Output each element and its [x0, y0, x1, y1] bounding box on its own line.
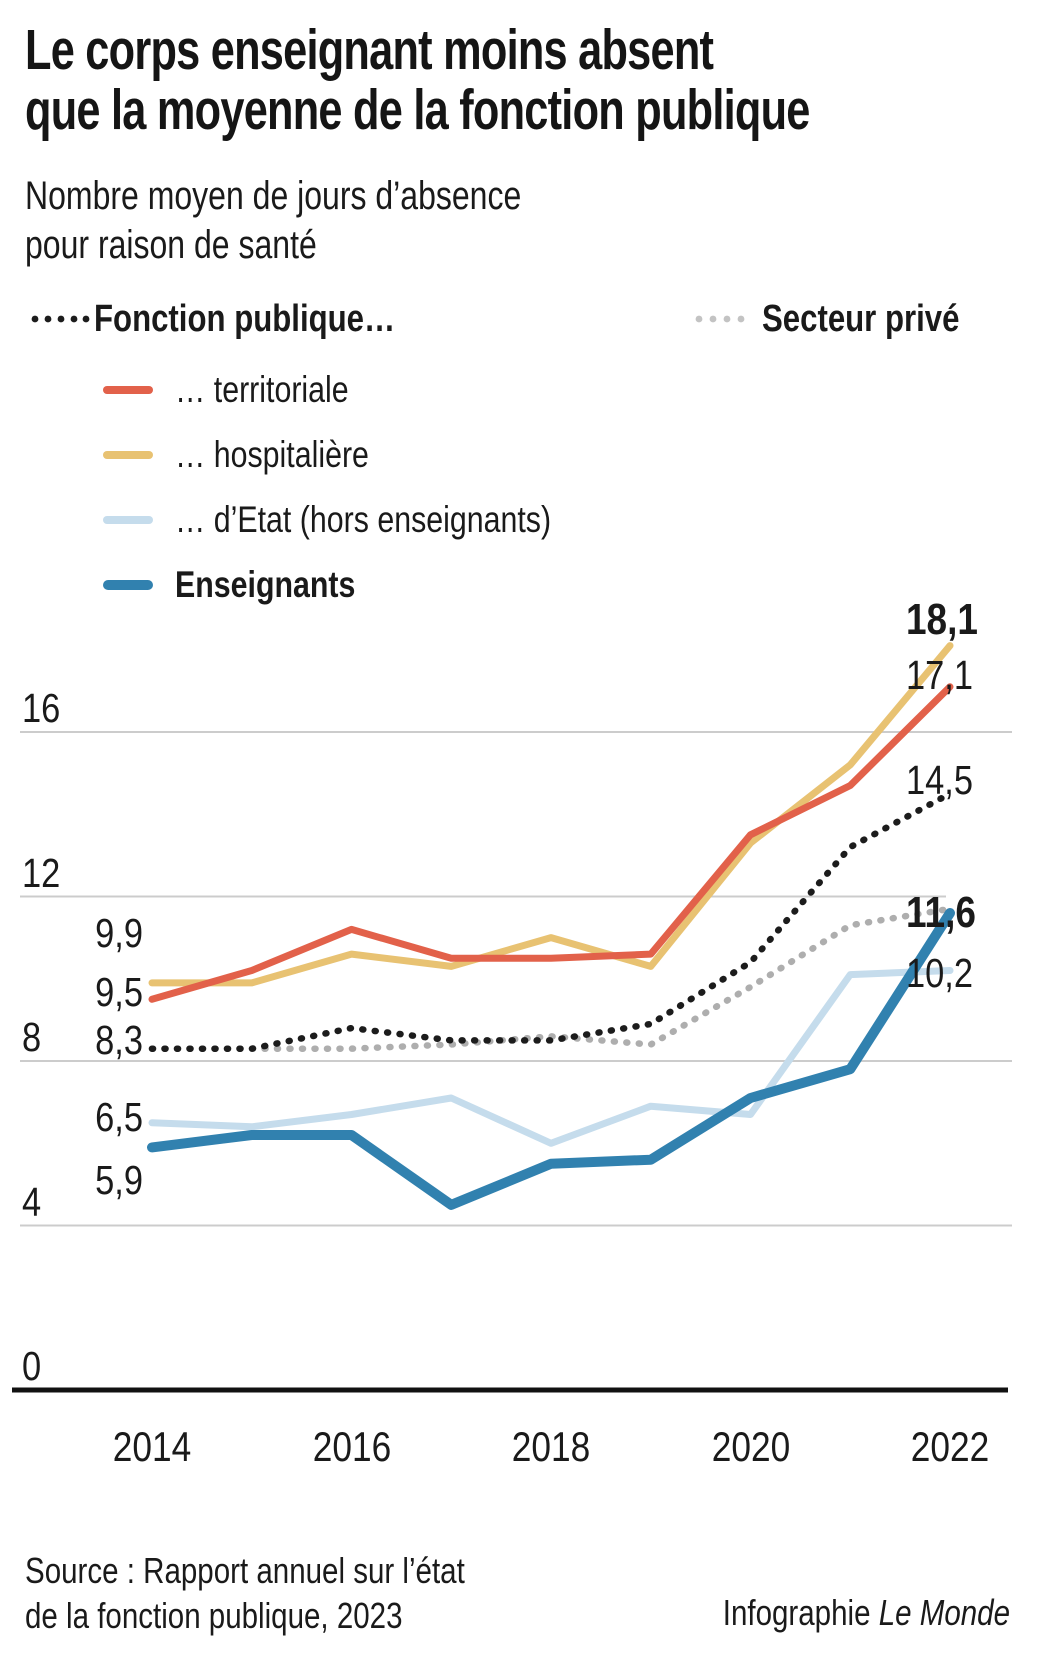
y-tick-0: 0 — [22, 1343, 42, 1389]
hospitaliere-swatch-icon — [103, 451, 153, 459]
subtitle-line-2: pour raison de santé — [25, 223, 317, 267]
x-tick-2022: 2022 — [910, 1423, 990, 1470]
series-line-fonction-publique — [148, 790, 954, 1052]
y-tick-12: 12 — [22, 849, 61, 896]
value-label-left-6,5: 6,5 — [95, 1093, 143, 1140]
enseignants-swatch-icon — [103, 580, 153, 590]
fonction-publique-dotted-swatch-icon — [31, 315, 90, 323]
secteur-prive-dotted-swatch-icon — [695, 315, 745, 323]
y-tick-4: 4 — [22, 1178, 42, 1225]
source-note: Source : Rapport annuel sur l’état de la… — [25, 1548, 561, 1638]
title-line-1: Le corps enseignant moins absent — [25, 18, 714, 82]
territoriale-swatch-icon — [103, 386, 153, 394]
source-line-2: de la fonction publique, 2023 — [25, 1595, 403, 1636]
chart-subtitle: Nombre moyen de jours d’absence pour rai… — [25, 172, 645, 270]
value-label-right-10,2: 10,2 — [906, 949, 974, 996]
credit: Infographie Le Monde — [674, 1592, 1010, 1634]
value-label-right-17,1: 17,1 — [906, 651, 974, 698]
value-label-left-5,9: 5,9 — [95, 1157, 143, 1204]
value-label-right-11,6: 11,6 — [906, 887, 976, 937]
legend-hospitaliere: … hospitalière — [175, 434, 369, 475]
value-label-left-8,3: 8,3 — [95, 1016, 143, 1063]
series-line-secteur-priv- — [148, 905, 954, 1052]
legend-secteur-prive: Secteur privé — [762, 298, 960, 340]
title-line-2: que la moyenne de la fonction publique — [25, 78, 810, 142]
credit-normal: Infographie — [722, 1592, 879, 1633]
legend-territoriale: … territoriale — [175, 369, 349, 410]
series-line-enseignants — [147, 908, 955, 1210]
legend-fonction-publique: Fonction publique… — [94, 298, 396, 340]
series-line-fonction-publique-territoriale — [148, 683, 954, 1003]
source-line-1: Source : Rapport annuel sur l’état — [25, 1550, 465, 1591]
subtitle-line-1: Nombre moyen de jours d’absence — [25, 174, 522, 218]
value-label-right-14,5: 14,5 — [906, 756, 974, 803]
x-tick-2016: 2016 — [312, 1423, 391, 1470]
series-line-fonction-publique-hospitali-re — [148, 642, 954, 987]
y-tick-8: 8 — [22, 1014, 42, 1060]
y-tick-16: 16 — [22, 685, 61, 731]
x-tick-2018: 2018 — [511, 1423, 591, 1470]
legend-etat: … d’Etat (hors enseignants) — [175, 499, 552, 540]
x-tick-2014: 2014 — [112, 1423, 192, 1470]
etat-swatch-icon — [103, 516, 153, 524]
credit-italic: Le Monde — [878, 1592, 1010, 1633]
value-label-right-18,1: 18,1 — [906, 594, 978, 644]
value-label-left-9,9: 9,9 — [95, 909, 143, 956]
page-title: Le corps enseignant moins absent que la … — [25, 20, 1050, 140]
legend-enseignants: Enseignants — [175, 564, 356, 605]
value-label-left-9,5: 9,5 — [95, 969, 143, 1016]
x-tick-2020: 2020 — [711, 1423, 790, 1470]
series-line-fonction-publique-d-etat-hors-enseignants- — [148, 967, 954, 1147]
